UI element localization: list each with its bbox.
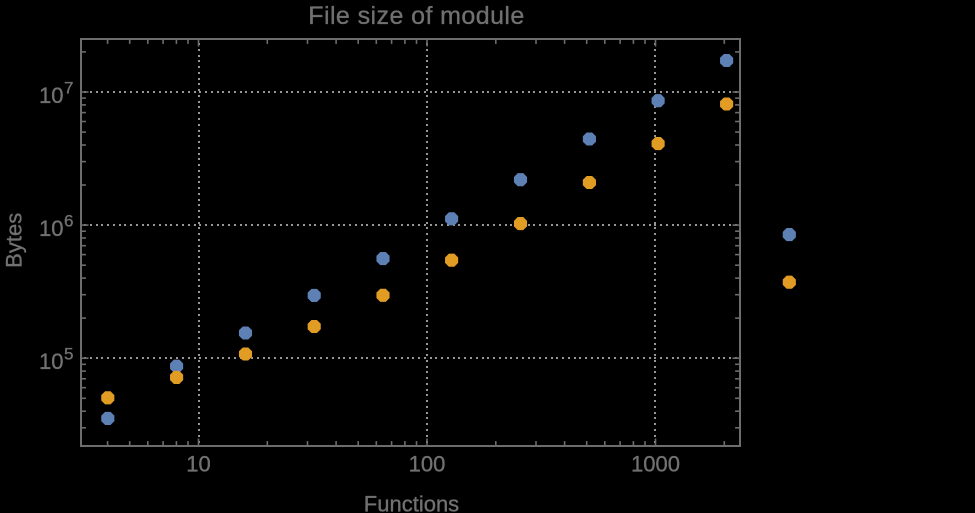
svg-text:10: 10 xyxy=(39,216,63,241)
svg-text:7: 7 xyxy=(64,78,73,97)
svg-text:Functions: Functions xyxy=(364,491,459,513)
svg-text:10: 10 xyxy=(39,349,63,374)
svg-text:Bytes: Bytes xyxy=(2,213,27,268)
svg-text:6: 6 xyxy=(64,212,73,231)
svg-text:100: 100 xyxy=(409,452,446,477)
svg-text:1000: 1000 xyxy=(631,452,680,477)
svg-text:5: 5 xyxy=(64,345,73,364)
svg-text:10: 10 xyxy=(39,83,63,108)
svg-text:File size of module: File size of module xyxy=(308,2,524,30)
svg-text:10: 10 xyxy=(186,452,210,477)
